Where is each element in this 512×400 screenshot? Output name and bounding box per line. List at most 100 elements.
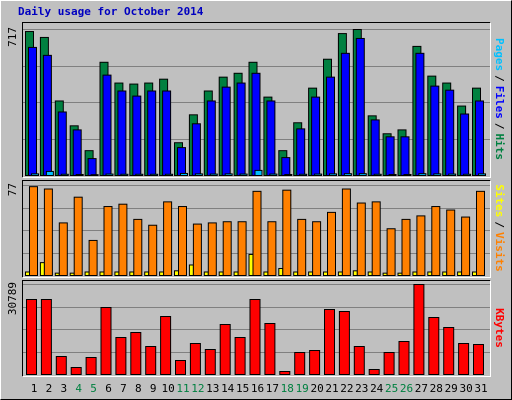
bar [412, 271, 418, 276]
bar [160, 315, 172, 376]
bar [279, 371, 291, 376]
bar [448, 173, 457, 176]
bar [70, 366, 82, 375]
bar [45, 170, 54, 176]
bar [178, 206, 187, 276]
bar [40, 298, 52, 375]
bar [102, 74, 112, 176]
bar [358, 173, 367, 176]
bar [221, 86, 231, 176]
bar [31, 173, 39, 176]
legend-entry: Pages [493, 38, 506, 71]
bar [311, 96, 321, 176]
panel-light [22, 280, 491, 377]
bar [473, 344, 484, 375]
bar [100, 306, 112, 375]
bar [367, 271, 373, 276]
bar [234, 336, 246, 375]
bar [203, 271, 209, 276]
bar [343, 173, 352, 176]
bar [338, 311, 350, 376]
bar [145, 345, 157, 376]
bar [314, 173, 323, 176]
panel-shadow [22, 22, 491, 178]
bar [475, 100, 484, 176]
bar [458, 343, 470, 376]
bar [75, 173, 84, 177]
legend: Pages / Files / Hits [493, 38, 506, 160]
bar [278, 267, 284, 276]
bar [323, 271, 328, 276]
bar [281, 157, 291, 176]
bar [55, 355, 67, 376]
bar [341, 188, 351, 277]
bar [373, 173, 382, 177]
x-tick-label: 4 [75, 382, 82, 395]
bar [165, 173, 174, 177]
legend-entry: Sites [493, 184, 506, 217]
bar [224, 173, 233, 176]
bar [312, 221, 322, 276]
bar [327, 211, 336, 276]
bar [26, 298, 37, 375]
bar [43, 188, 53, 277]
x-tick-label: 23 [355, 382, 368, 395]
bar [117, 90, 127, 176]
bar [296, 128, 306, 177]
bar [352, 270, 358, 277]
x-tick-label: 2 [46, 382, 53, 395]
x-tick-label: 12 [191, 382, 204, 395]
bar [148, 224, 158, 277]
x-tick-label: 26 [400, 382, 413, 395]
bar [252, 190, 262, 277]
panel-light [22, 22, 491, 178]
bar [430, 85, 440, 176]
x-tick-label: 9 [150, 382, 157, 395]
bar [60, 173, 69, 177]
bar [476, 190, 485, 277]
x-tick-label: 14 [221, 382, 235, 395]
bar [39, 262, 45, 276]
bar [415, 52, 425, 177]
x-tick-label: 18 [281, 382, 294, 395]
x-tick-label: 20 [310, 382, 323, 395]
bar [192, 223, 202, 276]
bar [29, 186, 38, 277]
bar [326, 76, 335, 176]
bar [58, 222, 68, 277]
x-tick-label: 17 [266, 382, 279, 395]
bar [54, 272, 60, 276]
bar [239, 173, 248, 176]
bar [159, 271, 165, 276]
legend-separator: / [493, 123, 506, 130]
bar [105, 173, 114, 176]
bar [207, 222, 217, 277]
x-tick-label: 1 [31, 382, 38, 395]
bar [433, 173, 442, 176]
bar [442, 271, 448, 276]
bar [150, 173, 159, 177]
bar [188, 264, 194, 277]
bar [401, 218, 411, 276]
bar [69, 272, 75, 276]
bar [337, 271, 343, 276]
bar [25, 271, 30, 276]
bar [175, 360, 186, 375]
x-tick-label: 5 [90, 382, 97, 395]
legend: Sites / Visits [493, 184, 506, 272]
x-tick-label: 29 [445, 382, 458, 395]
bar [368, 368, 380, 375]
bar [135, 173, 144, 177]
bar [382, 272, 388, 276]
bar [356, 202, 366, 276]
y-tick-label: 30789 [6, 282, 19, 315]
bar [371, 201, 381, 276]
bar [130, 332, 142, 375]
x-tick-label: 10 [161, 382, 174, 395]
bar [472, 271, 477, 276]
bar [385, 136, 395, 176]
bar [443, 326, 455, 375]
x-tick-label: 31 [474, 382, 487, 395]
bar [284, 173, 293, 177]
